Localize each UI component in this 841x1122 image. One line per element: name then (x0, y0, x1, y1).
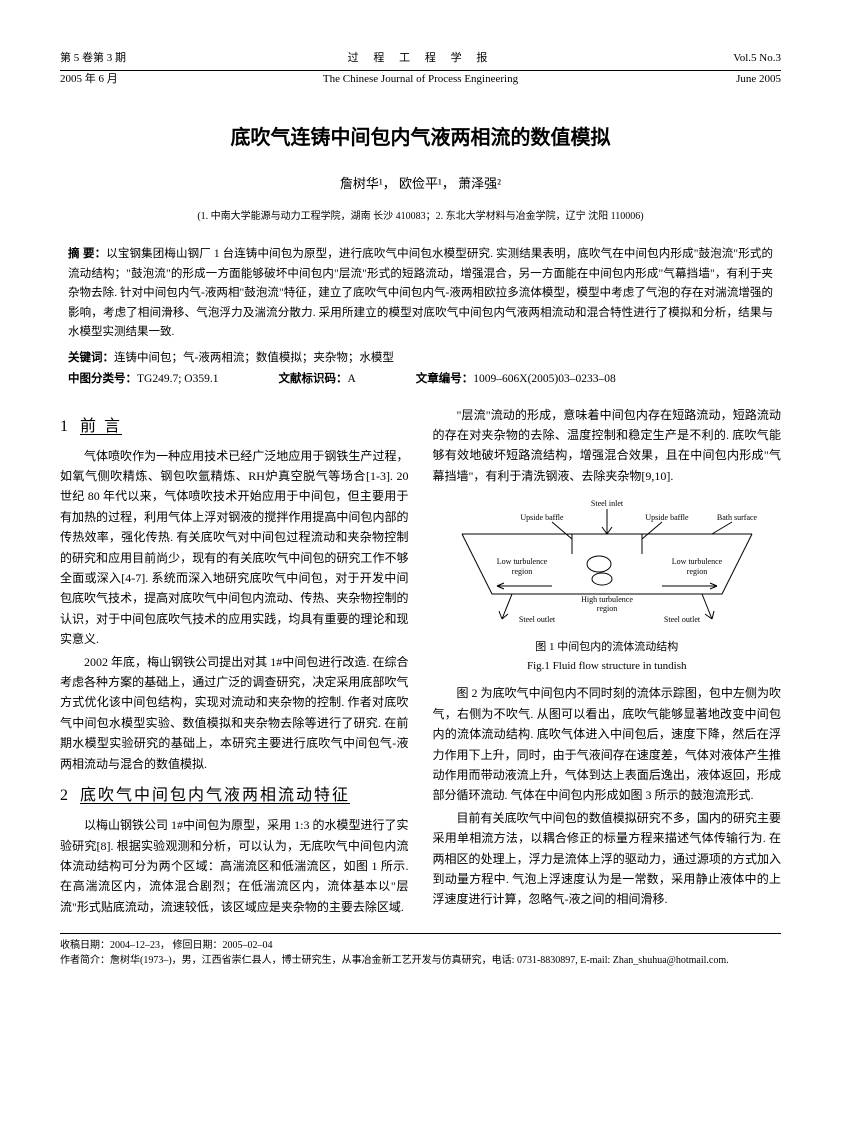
classification-row: 中图分类号：TG249.7; O359.1 文献标识码：A 文章编号：1009–… (68, 370, 773, 388)
section-2-heading: 2 底吹气中间包内气液两相流动特征 (60, 782, 409, 809)
fig1-label-bath: Bath surface (717, 513, 758, 522)
para-5: 图 2 为底吹气中间包内不同时刻的流体示踪图，包中左侧为吹气，右侧为不吹气. 从… (433, 683, 782, 805)
figure-1-caption-en: Fig.1 Fluid flow structure in tundish (433, 657, 782, 676)
bio-label: 作者简介： (60, 955, 110, 966)
recv-date: 2004–12–23， (110, 940, 170, 951)
fig1-label-highturb-2: region (597, 604, 617, 613)
para-3: 以梅山钢铁公司 1#中间包为原型，采用 1:3 的水模型进行了实验研究[8]. … (60, 815, 409, 917)
clc-value: TG249.7; O359.1 (137, 373, 218, 385)
fig1-label-lowturb-r-1: Low turbulence (672, 557, 723, 566)
figure-1: Steel inlet Upside baffle Upside baffle … (433, 494, 782, 675)
header-journal-en: The Chinese Journal of Process Engineeri… (180, 71, 661, 89)
footer: 收稿日期：2004–12–23， 修回日期：2005–02–04 作者简介：詹树… (60, 933, 781, 968)
figure-1-svg: Steel inlet Upside baffle Upside baffle … (442, 494, 772, 634)
para-6: 目前有关底吹气中间包的数值模拟研究不多，国内的研究主要采用单相流方法，以耦合修正… (433, 808, 782, 910)
section-1-title: 前 言 (80, 418, 122, 435)
artno-value: 1009–606X(2005)03–0233–08 (473, 373, 615, 385)
paper-title: 底吹气连铸中间包内气液两相流的数值模拟 (60, 122, 781, 154)
rev-date: 2005–02–04 (223, 940, 273, 951)
authors: 詹树华¹， 欧俭平¹， 萧泽强² (60, 174, 781, 195)
section-2-title: 底吹气中间包内气液两相流动特征 (80, 787, 350, 804)
fig1-label-inlet: Steel inlet (591, 499, 624, 508)
header-row-1: 第 5 卷第 3 期 过 程 工 程 学 报 Vol.5 No.3 (60, 50, 781, 71)
para-1: 气体喷吹作为一种应用技术已经广泛地应用于钢铁生产过程，如氧气侧吹精炼、钢包吹氩精… (60, 446, 409, 650)
abstract-label: 摘 要： (68, 248, 106, 260)
artno-label: 文章编号： (416, 373, 474, 385)
fig1-label-baffle-l: Upside baffle (520, 513, 564, 522)
header-date-cn: 2005 年 6 月 (60, 71, 180, 89)
header-row-2: 2005 年 6 月 The Chinese Journal of Proces… (60, 71, 781, 89)
keywords-label: 关键词： (68, 352, 114, 364)
para-2: 2002 年底，梅山钢铁公司提出对其 1#中间包进行改造. 在综合考虑各种方案的… (60, 652, 409, 774)
para-4: "层流"流动的形成，意味着中间包内存在短路流动，短路流动的存在对夹杂物的去除、温… (433, 405, 782, 487)
recv-label: 收稿日期： (60, 940, 110, 951)
section-2-num: 2 (60, 787, 68, 804)
doccode-value: A (347, 373, 355, 385)
header-journal-cn: 过 程 工 程 学 报 (180, 50, 661, 68)
keywords-text: 连铸中间包；气-液两相流；数值模拟；夹杂物；水模型 (114, 352, 394, 364)
fig1-label-outlet-l: Steel outlet (519, 615, 556, 624)
section-1-num: 1 (60, 418, 68, 435)
rev-label: 修回日期： (173, 940, 223, 951)
figure-1-caption-cn: 图 1 中间包内的流体流动结构 (433, 638, 782, 657)
bio-text: 詹树华(1973–)，男，江西省崇仁县人，博士研究生，从事冶金新工艺开发与仿真研… (110, 955, 729, 966)
abstract: 摘 要：以宝钢集团梅山钢厂 1 台连铸中间包为原型，进行底吹气中间包水模型研究.… (68, 245, 773, 343)
abstract-text: 以宝钢集团梅山钢厂 1 台连铸中间包为原型，进行底吹气中间包水模型研究. 实测结… (68, 248, 773, 338)
header-date-en: June 2005 (661, 71, 781, 89)
fig1-label-lowturb-l-1: Low turbulence (497, 557, 548, 566)
header-vol-en: Vol.5 No.3 (661, 50, 781, 68)
fig1-label-lowturb-r-2: region (687, 567, 707, 576)
section-1-heading: 1 前 言 (60, 413, 409, 440)
header-vol-cn: 第 5 卷第 3 期 (60, 50, 180, 68)
affiliations: (1. 中南大学能源与动力工程学院，湖南 长沙 410083；2. 东北大学材料… (60, 209, 781, 225)
fig1-label-lowturb-l-2: region (512, 567, 532, 576)
body-columns: 1 前 言 气体喷吹作为一种应用技术已经广泛地应用于钢铁生产过程，如氧气侧吹精炼、… (60, 405, 781, 918)
fig1-label-baffle-r: Upside baffle (645, 513, 689, 522)
doccode-label: 文献标识码： (278, 373, 347, 385)
fig1-label-highturb-1: High turbulence (581, 595, 633, 604)
keywords-row: 关键词：连铸中间包；气-液两相流；数值模拟；夹杂物；水模型 (68, 349, 773, 367)
clc-label: 中图分类号： (68, 373, 137, 385)
fig1-label-outlet-r: Steel outlet (664, 615, 701, 624)
